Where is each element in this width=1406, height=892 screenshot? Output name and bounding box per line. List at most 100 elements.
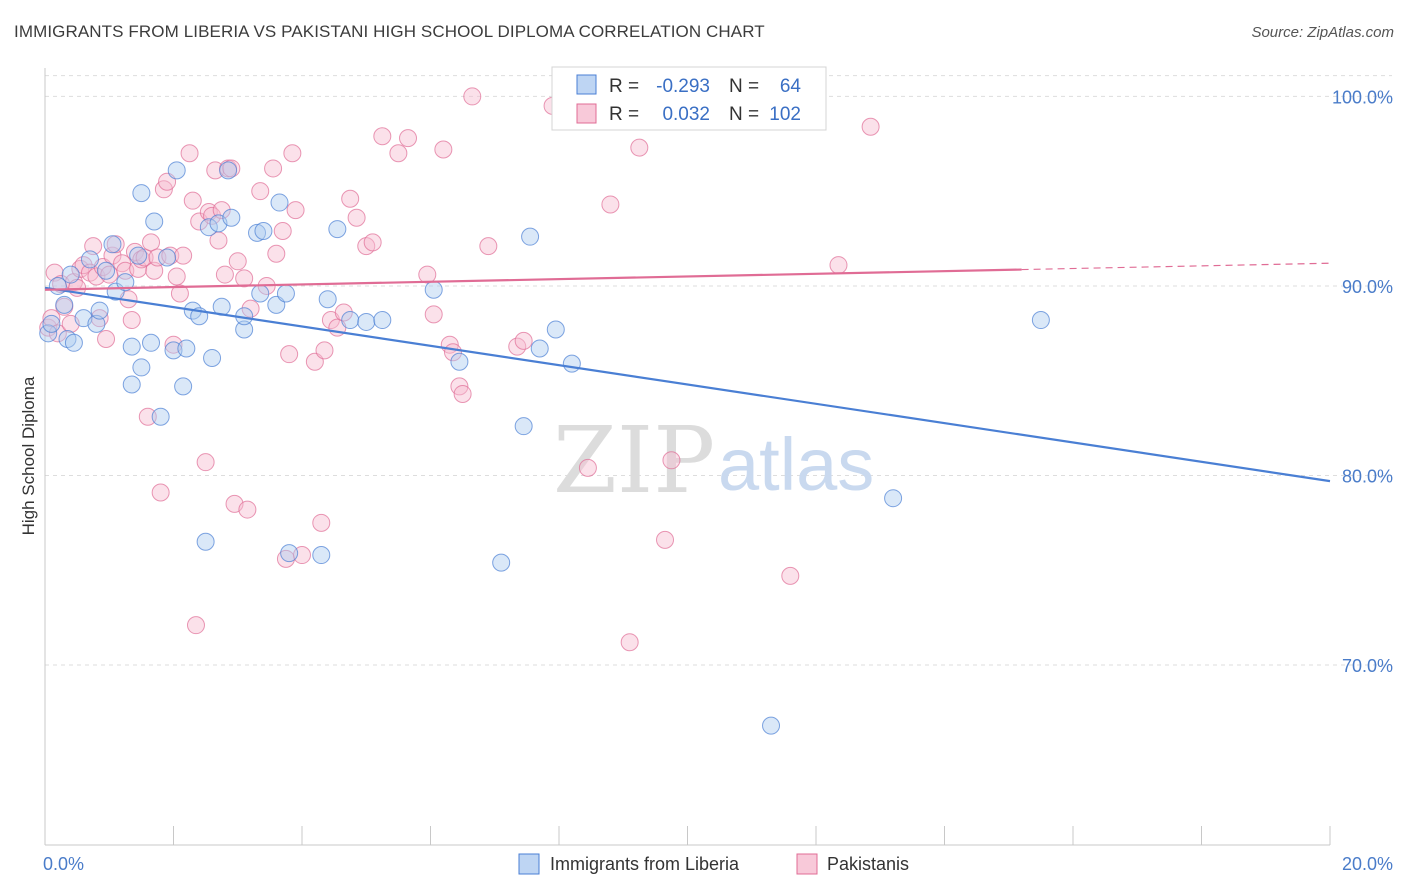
liberia-point-32 <box>203 348 222 367</box>
liberia-point-39 <box>248 223 267 242</box>
pakistani-point-98 <box>630 138 649 157</box>
pakistani-point-88 <box>463 87 482 106</box>
pakistani-point-55 <box>235 269 254 288</box>
pakistani-point-99 <box>656 530 675 549</box>
liberia-point-50 <box>357 312 376 331</box>
liberia-point-0 <box>39 324 58 343</box>
trend-line-liberia <box>44 286 1331 483</box>
liberia-point-55 <box>514 417 533 436</box>
pakistani-point-70 <box>315 341 334 360</box>
stats-box: R = -0.293 N = 64 R = 0.032 N = 102 <box>551 66 827 131</box>
liberia-point-27 <box>177 339 196 358</box>
liberia-point-19 <box>132 184 151 203</box>
liberia-point-11 <box>97 261 116 280</box>
y-tick-label-100: 100.0% <box>1332 87 1393 107</box>
stats-r-value-liberia: -0.293 <box>656 76 710 97</box>
legend-label-liberia: Immigrants from Liberia <box>550 854 740 874</box>
pakistani-point-28 <box>138 407 157 426</box>
legend-label-pakistani: Pakistanis <box>827 854 909 874</box>
liberia-point-44 <box>276 284 295 303</box>
pakistani-point-103 <box>829 256 848 275</box>
liberia-point-63 <box>1031 311 1050 330</box>
pakistani-point-75 <box>347 208 366 227</box>
pakistani-point-41 <box>183 191 202 210</box>
liberia-point-6 <box>64 333 83 352</box>
pakistani-point-62 <box>273 221 292 240</box>
stats-r-label-pakistani: R = <box>609 104 639 125</box>
pakistani-point-52 <box>222 159 241 178</box>
pakistani-point-39 <box>174 246 193 265</box>
chart-title: IMMIGRANTS FROM LIBERIA VS PAKISTANI HIG… <box>14 22 765 41</box>
pakistani-point-1 <box>42 309 61 328</box>
liberia-point-40 <box>251 284 270 303</box>
pakistani-point-73 <box>334 303 353 322</box>
pakistani-point-46 <box>203 206 222 225</box>
liberia-point-52 <box>424 280 443 299</box>
liberia-point-54 <box>492 553 511 572</box>
stats-n-label-liberia: N = <box>729 76 759 97</box>
pakistani-point-82 <box>424 305 443 324</box>
liberia-point-30 <box>196 532 215 551</box>
pakistani-point-29 <box>142 233 161 252</box>
pakistani-point-23 <box>122 311 141 330</box>
pakistani-point-78 <box>373 127 392 146</box>
liberia-point-47 <box>318 290 337 309</box>
pakistani-point-96 <box>601 195 620 214</box>
pakistani-point-80 <box>399 129 418 148</box>
watermark-atlas: atlas <box>718 423 874 506</box>
watermark-zip: ZIP <box>553 407 715 514</box>
y-tick-label-70: 70.0% <box>1342 656 1393 676</box>
stats-n-value-pakistani: 102 <box>769 104 801 125</box>
liberia-point-51 <box>373 311 392 330</box>
liberia-point-20 <box>142 333 161 352</box>
liberia-point-62 <box>884 489 903 508</box>
stats-swatch-liberia <box>576 74 597 95</box>
liberia-point-10 <box>90 301 109 320</box>
pakistani-point-30 <box>145 261 164 280</box>
pakistani-point-25 <box>129 259 148 278</box>
pakistani-point-79 <box>389 144 408 163</box>
liberia-point-12 <box>103 235 122 254</box>
pakistani-point-64 <box>280 345 299 364</box>
pakistani-point-37 <box>167 267 186 286</box>
pakistani-point-42 <box>186 616 205 635</box>
pakistani-point-32 <box>151 483 170 502</box>
pakistani-point-16 <box>97 330 116 349</box>
trend-lines <box>44 262 1331 483</box>
pakistani-point-12 <box>84 237 103 256</box>
liberia-point-43 <box>270 193 289 212</box>
liberia-point-25 <box>167 161 186 180</box>
liberia-point-48 <box>328 220 347 239</box>
liberia-point-16 <box>122 337 141 356</box>
stats-swatch-pakistani <box>576 103 597 124</box>
x-tick-label-min: 0.0% <box>43 854 84 874</box>
pakistani-point-81 <box>418 265 437 284</box>
pakistani-point-35 <box>161 246 180 265</box>
liberia-point-3 <box>55 295 74 314</box>
stats-r-value-pakistani: 0.032 <box>662 104 710 125</box>
liberia-point-58 <box>546 320 565 339</box>
liberia-point-31 <box>199 218 218 237</box>
liberia-point-49 <box>341 311 360 330</box>
pakistani-point-66 <box>286 201 305 220</box>
y-tick-label-80: 80.0% <box>1342 466 1393 486</box>
pakistani-point-74 <box>341 189 360 208</box>
liberia-point-35 <box>219 161 238 180</box>
liberia-point-17 <box>129 246 148 265</box>
pakistani-point-2 <box>45 263 64 282</box>
pakistani-point-95 <box>578 458 597 477</box>
liberia-point-59 <box>562 354 581 373</box>
pakistani-point-91 <box>514 331 533 350</box>
x-tick-label-max: 20.0% <box>1342 854 1393 874</box>
liberia-point-14 <box>116 273 135 292</box>
liberia-point-26 <box>174 377 193 396</box>
pakistani-point-54 <box>228 252 247 271</box>
liberia-point-8 <box>80 250 99 269</box>
pakistani-point-102 <box>781 566 800 585</box>
grid-lines <box>45 75 1392 666</box>
chart-source: Source: ZipAtlas.com <box>1251 24 1394 41</box>
pakistani-point-57 <box>241 299 260 318</box>
pakistani-point-104 <box>861 117 880 136</box>
pakistani-point-27 <box>135 248 154 267</box>
